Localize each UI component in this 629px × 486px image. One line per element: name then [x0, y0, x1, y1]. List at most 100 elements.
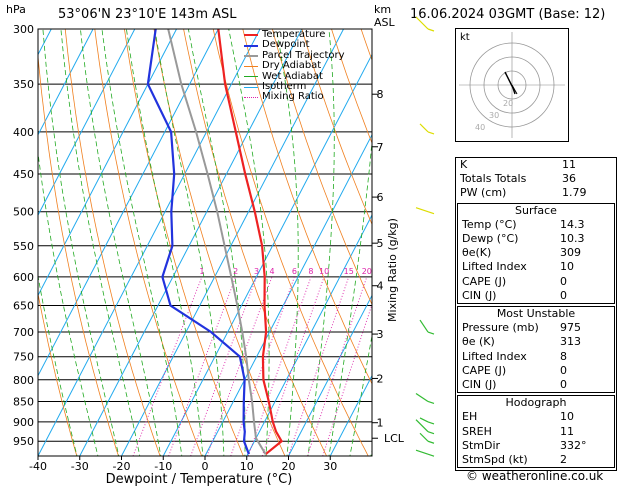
- temp-tick-label: -40: [29, 460, 47, 473]
- isotherm-line: [79, 29, 303, 456]
- pressure-tick-label: 950: [13, 435, 34, 448]
- wind-barb-flag: [427, 400, 435, 405]
- isotherm-line: [0, 29, 10, 456]
- surface-label: θe(K): [462, 246, 492, 260]
- temp-tick-label: 20: [282, 460, 296, 473]
- mu-label: CIN (J): [462, 378, 497, 392]
- km-tick-label: 6: [377, 191, 384, 204]
- pressure-tick-label: 350: [13, 78, 34, 91]
- hodo-label: EH: [462, 410, 478, 424]
- mixing-ratio-line: [307, 276, 368, 456]
- mixing-ratio-label: 1: [199, 267, 204, 276]
- mu-label: CAPE (J): [462, 363, 507, 377]
- copyright-footer: © weatheronline.co.uk: [466, 469, 604, 483]
- x-axis-label: Dewpoint / Temperature (°C): [106, 472, 293, 486]
- hodo-value: 11: [560, 424, 574, 438]
- wet-adiabat-line: [307, 29, 335, 456]
- mixing-ratio-line: [168, 276, 237, 456]
- hodo-label: SREH: [462, 424, 492, 438]
- surface-value: 309: [560, 246, 581, 260]
- hodograph: kt 40 30 20: [455, 28, 569, 142]
- legend-swatch: [244, 44, 258, 47]
- hodograph-ring-label: 30: [489, 111, 499, 120]
- km-tick-label: LCL: [384, 432, 405, 445]
- mu-value: 0: [560, 363, 567, 377]
- km-tick-label: 5: [377, 237, 384, 250]
- hodograph-trace: [504, 71, 516, 95]
- pressure-tick-label: 300: [13, 23, 34, 36]
- legend-swatch: [244, 65, 258, 67]
- legend-swatch: [244, 34, 258, 37]
- mu-value: 975: [560, 321, 581, 335]
- surface-value: 10: [560, 260, 574, 274]
- surface-title: Surface: [515, 203, 557, 217]
- hodo-value: 10: [560, 410, 574, 424]
- mixing-ratio-label: 25: [376, 267, 386, 276]
- legend-swatch: [244, 76, 258, 78]
- wet-adiabat-line: [80, 29, 162, 456]
- km-label: km: [374, 3, 392, 16]
- mixing-ratio-label: 15: [344, 267, 354, 276]
- pressure-tick-label: 600: [13, 271, 34, 284]
- dry-adiabat-line: [242, 29, 372, 385]
- temp-tick-label: 0: [202, 460, 209, 473]
- index-row-pw: PW (cm) 1.79: [456, 186, 616, 200]
- datetime-title: 16.06.2024 03GMT (Base: 12): [410, 7, 606, 22]
- index-value: 36: [562, 172, 576, 186]
- pressure-tick-label: 700: [13, 326, 34, 339]
- legend-item-dry-adiabat: Dry Adiabat: [244, 60, 345, 71]
- temp-tick-label: -10: [154, 460, 172, 473]
- km-tick-label: 7: [377, 141, 384, 154]
- km-tick-label: 2: [377, 372, 384, 385]
- temperature-line: [217, 29, 284, 456]
- surface-value: 10.3: [560, 232, 585, 246]
- wet-adiabat-line: [188, 29, 246, 456]
- index-row-k: K 11: [456, 158, 616, 172]
- pressure-tick-label: 800: [13, 374, 34, 387]
- mu-value: 8: [560, 349, 567, 363]
- most-unstable-title: Most Unstable: [496, 307, 576, 321]
- temp-tick-label: 30: [323, 460, 337, 473]
- mu-label: θe (K): [462, 335, 495, 349]
- km-tick-label: 1: [377, 417, 384, 430]
- legend-item-parcel: Parcel Trajectory: [244, 49, 345, 61]
- index-label: PW (cm): [460, 186, 507, 200]
- wind-barb: [419, 123, 429, 133]
- legend-label: Isotherm: [262, 80, 307, 92]
- surface-label: Lifted Index: [462, 260, 527, 274]
- wind-barb: [419, 432, 429, 442]
- mixing-ratio-label: 2: [233, 267, 238, 276]
- dry-adiabat-line: [212, 29, 369, 456]
- mu-label: Lifted Index: [462, 349, 527, 363]
- plot-area: 1 2 3 4 6 8 10 15 20 25: [0, 29, 386, 456]
- wind-barb: [419, 417, 429, 423]
- wet-adiabat-line: [101, 29, 183, 456]
- pressure-tick-label: 500: [13, 206, 34, 219]
- surface-label: Dewp (°C): [462, 232, 519, 246]
- wind-barb-flag: [427, 440, 435, 444]
- wind-barb: [415, 449, 429, 455]
- wind-barb-flag: [427, 331, 435, 335]
- km-tick-label: 3: [377, 328, 384, 341]
- dry-adiabat-line: [124, 29, 244, 456]
- legend-label: Parcel Trajectory: [262, 49, 345, 61]
- legend-label: Mixing Ratio: [262, 91, 324, 103]
- parcel-trajectory-line: [167, 29, 267, 455]
- wind-barb-flag: [427, 431, 435, 435]
- pressure-tick-label: 400: [13, 126, 34, 139]
- dry-adiabat-line: [153, 29, 286, 456]
- dry-adiabat-line: [272, 29, 372, 306]
- surface-label: CAPE (J): [462, 274, 507, 288]
- surface-value: 14.3: [560, 217, 585, 231]
- pressure-tick-label: 900: [13, 416, 34, 429]
- hodo-value: 2: [560, 453, 567, 467]
- legend-item-temperature: Temperature: [244, 29, 345, 40]
- isotherm-line: [329, 374, 372, 456]
- mixing-ratio-label: 8: [308, 267, 313, 276]
- hodo-value: 332°: [560, 438, 587, 452]
- asl-label: ASL: [374, 16, 395, 29]
- mixing-ratio-label: 20: [362, 267, 372, 276]
- surface-section: Surface Temp (°C) 14.3 Dewp (°C) 10.3 θe(K…: [457, 202, 615, 305]
- chart-legend: Temperature Dewpoint Parcel Trajectory D…: [244, 29, 345, 103]
